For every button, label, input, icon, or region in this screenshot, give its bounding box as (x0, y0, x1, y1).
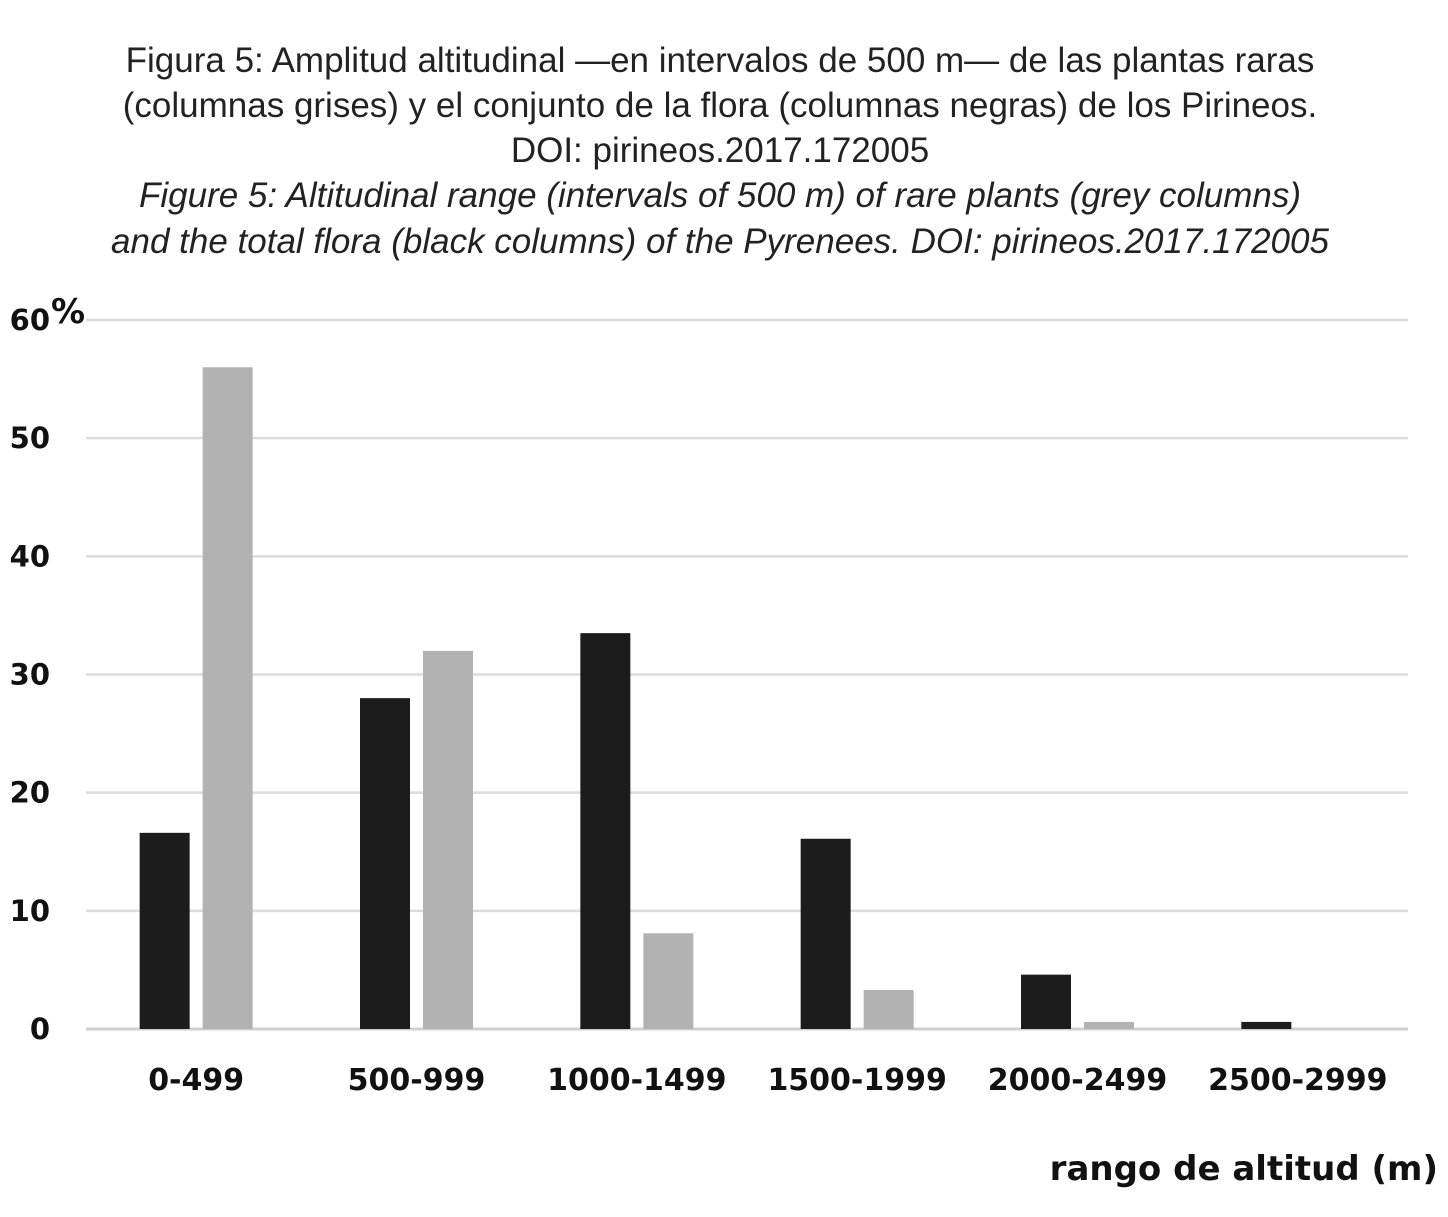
x-category-label: 1000-1499 (547, 1063, 726, 1098)
bar-series-1 (1021, 974, 1071, 1029)
bar-series-2 (1084, 1021, 1134, 1029)
y-tick-label: 30 (10, 658, 50, 692)
y-tick-label: 50 (10, 421, 50, 455)
x-category-label: 1500-1999 (767, 1063, 946, 1098)
bar-series-2 (202, 367, 253, 1029)
bars (139, 367, 1292, 1029)
title-es-line-1: Figura 5: Amplitud altitudinal —en inter… (125, 41, 1315, 80)
title-en-line-1: Figure 5: Altitudinal range (intervals o… (139, 176, 1301, 215)
y-tick-label: 10 (10, 894, 50, 928)
x-category-label: 0-499 (148, 1063, 244, 1098)
bar-series-1 (360, 698, 410, 1029)
x-category-label: 2500-2999 (1208, 1063, 1387, 1098)
bar-series-1 (1241, 1021, 1292, 1029)
y-axis-unit-label: % (51, 292, 85, 332)
title-es-line-2: (columnas grises) y el conjunto de la fl… (122, 86, 1318, 125)
y-axis-ticks: 0 10 20 30 40 50 60 (10, 303, 50, 1046)
bar-series-1 (580, 633, 631, 1029)
y-tick-label: 60 (10, 303, 50, 337)
title-en-line-2: and the total flora (black columns) of t… (111, 222, 1329, 261)
x-category-label: 2000-2499 (988, 1063, 1167, 1098)
x-category-label: 500-999 (348, 1063, 486, 1098)
y-tick-label: 0 (30, 1012, 50, 1046)
y-tick-label: 20 (10, 776, 50, 810)
chart-title: Figura 5: Amplitud altitudinal —en inter… (0, 38, 1440, 265)
bar-series-2 (423, 650, 473, 1029)
y-tick-label: 40 (10, 539, 50, 573)
title-es-line-3: DOI: pirineos.2017.172005 (510, 131, 930, 170)
bar-series-2 (863, 990, 914, 1029)
bar-series-2 (643, 933, 694, 1029)
bar-series-1 (139, 832, 190, 1029)
bar-series-1 (800, 838, 851, 1029)
x-axis-label: rango de altitud (m) (1050, 1149, 1438, 1189)
x-axis-categories: 0-499 500-999 1000-1499 1500-1999 2000-2499 2… (148, 1063, 1387, 1098)
gridlines (86, 318, 1408, 1031)
